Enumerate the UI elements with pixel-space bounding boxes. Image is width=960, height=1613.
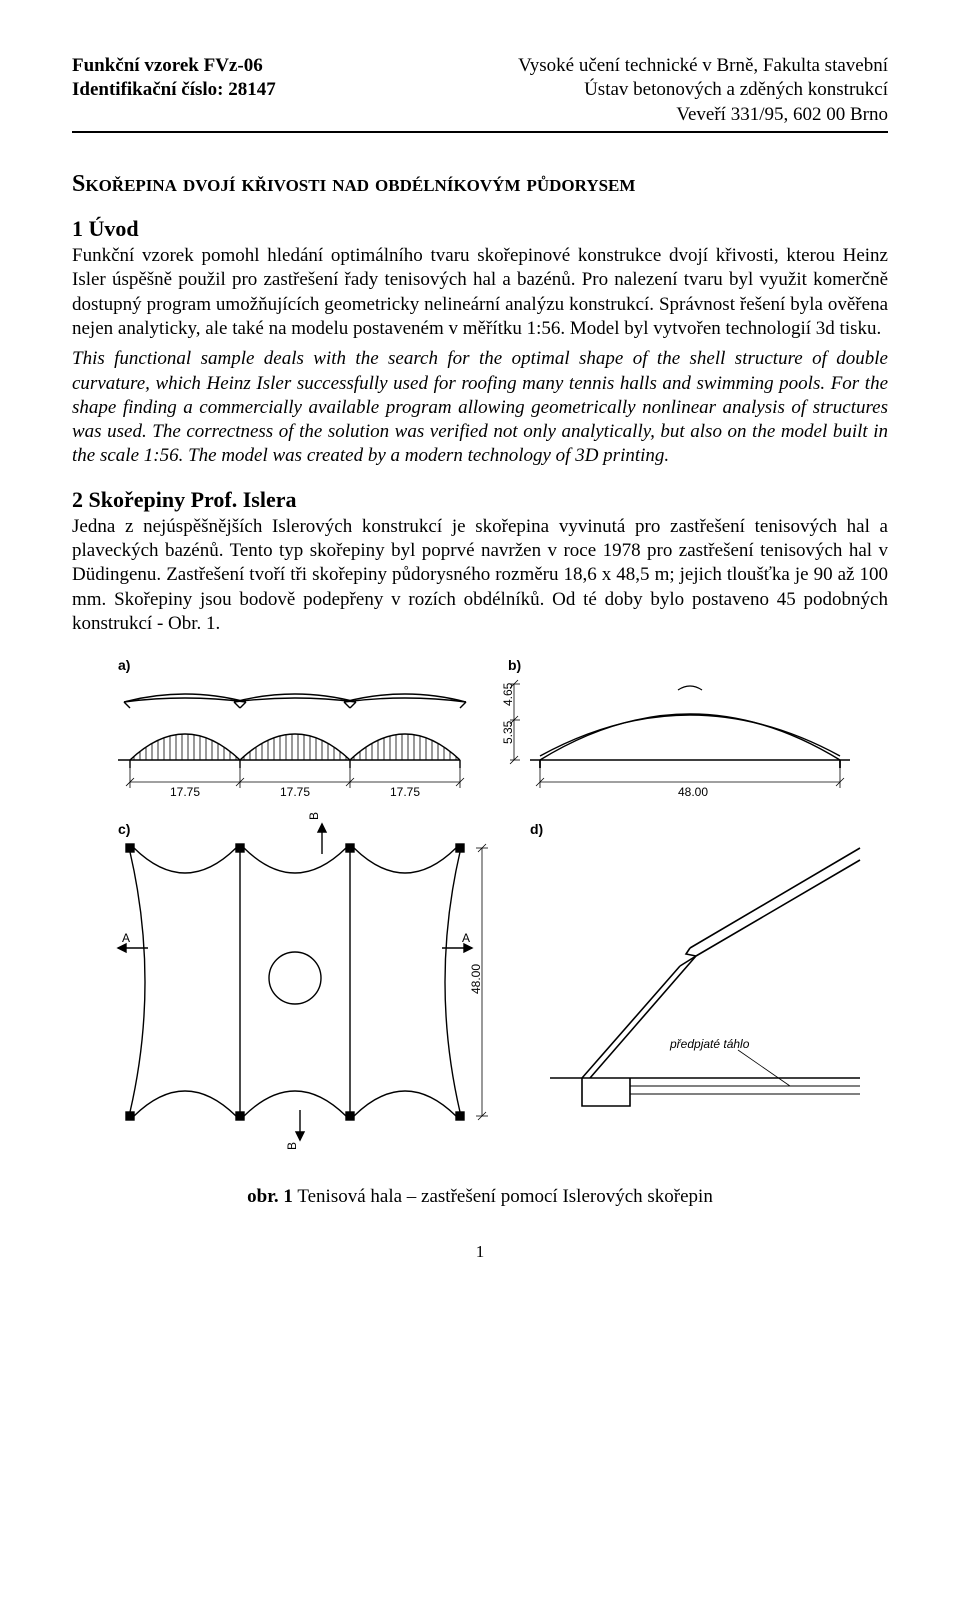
- dim-b-h1: 5.35: [501, 721, 515, 745]
- section-1-heading: 1 Úvod: [72, 216, 888, 242]
- section-b-bottom: B: [285, 1142, 299, 1150]
- section-a-right: A: [462, 931, 470, 945]
- section-a-left: A: [122, 931, 130, 945]
- panel-d-label: d): [530, 821, 543, 837]
- panel-c-label: c): [118, 821, 130, 837]
- page-title: Skořepina dvojí křivosti nad obdélníkový…: [72, 171, 888, 198]
- panel-b-label: b): [508, 657, 521, 673]
- panel-c: c): [118, 812, 488, 1150]
- header-right: Vysoké učení technické v Brně, Fakulta s…: [518, 54, 888, 127]
- section-b-top: B: [307, 812, 321, 820]
- figure-1: a): [72, 648, 888, 1158]
- header-left: Funkční vzorek FVz-06 Identifikační čísl…: [72, 54, 276, 103]
- figure-caption: obr. 1 Tenisová hala – zastřešení pomocí…: [72, 1186, 888, 1208]
- panel-d: d): [530, 821, 860, 1106]
- header-right-line2: Ústav betonových a zděných konstrukcí: [518, 78, 888, 102]
- panel-b: b): [501, 657, 850, 799]
- dim-plan-height: 48.00: [469, 964, 483, 994]
- dim-b-w: 48.00: [678, 785, 708, 799]
- dim-b-h2: 4.65: [501, 683, 515, 707]
- caption-rest: Tenisová hala – zastřešení pomocí Islero…: [293, 1186, 713, 1207]
- header-left-line1: Funkční vzorek FVz-06: [72, 54, 276, 78]
- dim-a-2: 17.75: [280, 785, 310, 799]
- panel-a: a): [118, 657, 466, 799]
- header-right-line3: Veveří 331/95, 602 00 Brno: [518, 103, 888, 127]
- paragraph-3: Jedna z nejúspěšnějších Islerových konst…: [72, 515, 888, 637]
- paragraph-2-italic: This functional sample deals with the se…: [72, 347, 888, 469]
- page-number: 1: [72, 1242, 888, 1262]
- header-left-line2: Identifikační číslo: 28147: [72, 78, 276, 102]
- title-text: Skořepina dvojí křivosti nad obdélníkový…: [72, 171, 635, 197]
- dim-a-1: 17.75: [170, 785, 200, 799]
- header-right-line1: Vysoké učení technické v Brně, Fakulta s…: [518, 54, 888, 78]
- figure-svg: a): [90, 648, 870, 1158]
- section-2-heading: 2 Skořepiny Prof. Islera: [72, 487, 888, 513]
- page-header: Funkční vzorek FVz-06 Identifikační čísl…: [72, 54, 888, 133]
- panel-a-label: a): [118, 657, 130, 673]
- dim-a-3: 17.75: [390, 785, 420, 799]
- paragraph-1: Funkční vzorek pomohl hledání optimálníh…: [72, 244, 888, 341]
- caption-bold: obr. 1: [247, 1186, 293, 1207]
- detail-label: předpjaté táhlo: [669, 1037, 750, 1051]
